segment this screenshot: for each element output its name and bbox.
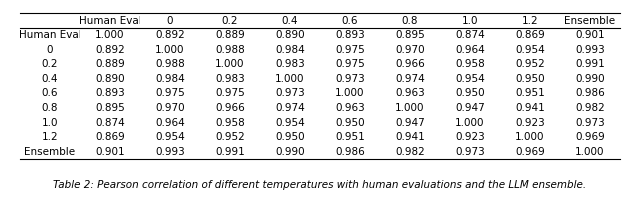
Text: Table 2: Pearson correlation of different temperatures with human evaluations an: Table 2: Pearson correlation of differen… — [53, 180, 587, 190]
